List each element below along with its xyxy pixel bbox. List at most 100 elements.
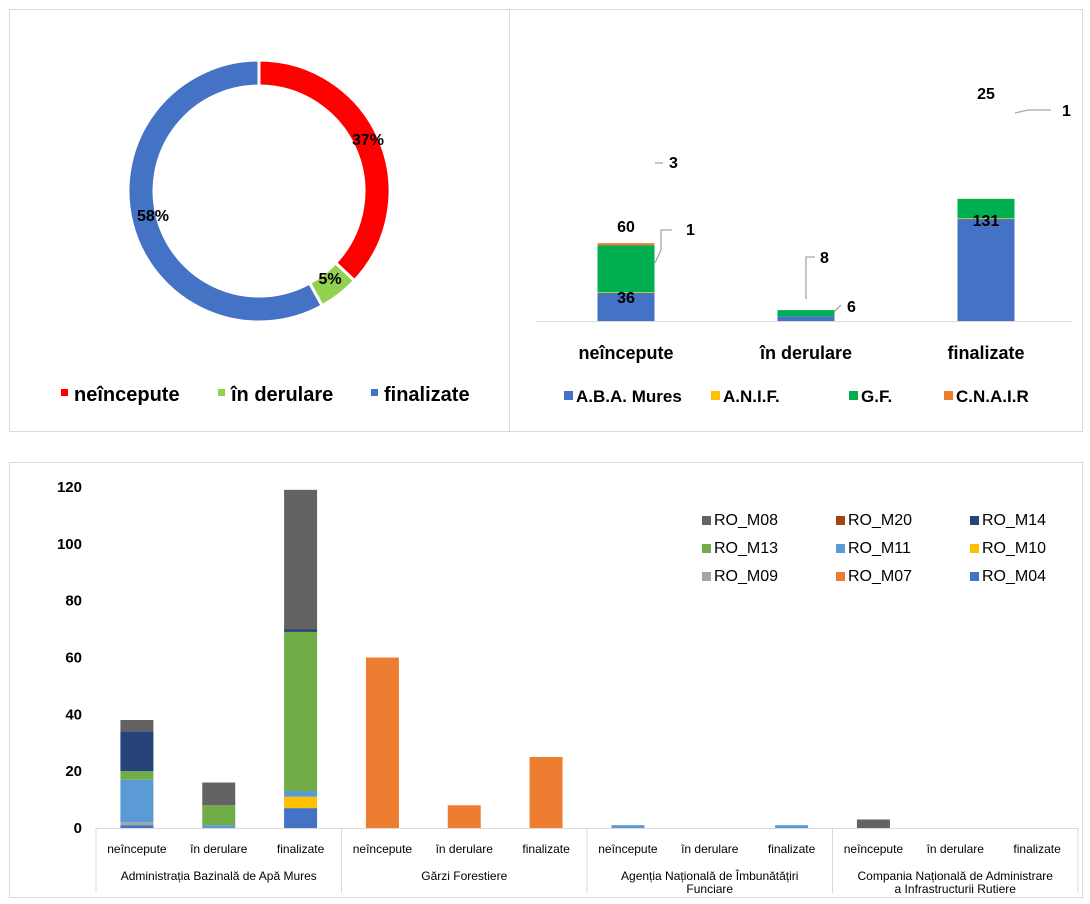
x-tick-label-10-in-derulare: în derulare xyxy=(926,842,985,856)
data-label-neincepute-a-n-i-f: 1 xyxy=(686,222,695,239)
data-label-in-derulare-a-b-a-mures: 6 xyxy=(847,299,856,316)
x-tick-label-1-in-derulare: în derulare xyxy=(189,842,248,856)
legend-swatch-ro-m13 xyxy=(702,544,711,553)
bar-5-ro-m07 xyxy=(529,756,563,828)
legend-label-ro-m14: RO_M14 xyxy=(982,512,1046,529)
data-label-neincepute-a-b-a-mures: 36 xyxy=(617,290,635,307)
x-tick-label-2-finalizate: finalizate xyxy=(277,842,325,856)
bar-0-ro-m11 xyxy=(120,779,154,823)
legend-label-g-f: G.F. xyxy=(861,387,892,406)
x-tick-label-4-in-derulare: în derulare xyxy=(435,842,494,856)
bar-0-ro-m13 xyxy=(120,771,154,780)
bar-0-ro-m09 xyxy=(120,822,154,826)
bar-neincepute-c-n-a-i-r xyxy=(597,243,655,246)
x-tick-label-0-neincepute: neîncepute xyxy=(107,842,167,856)
data-label-neincepute-g-f: 60 xyxy=(617,219,635,236)
stacked-bar-chart-panel: 36 1 60 3 6 8 131 1 25 neîncepute în derulare final… xyxy=(509,9,1083,432)
legend-label-ro-m13: RO_M13 xyxy=(714,540,778,557)
category-label-in-derulare: în derulare xyxy=(759,343,852,363)
bar-4-ro-m07 xyxy=(447,805,481,828)
legend-swatch-in-derulare xyxy=(218,389,225,396)
x-tick-label-7-in-derulare: în derulare xyxy=(680,842,739,856)
bar-neincepute-a-b-a-mures xyxy=(597,292,655,321)
bar-0-ro-m04 xyxy=(120,825,154,828)
legend-swatch-ro-m04 xyxy=(970,572,979,581)
legend-label-finalizate: finalizate xyxy=(384,384,470,406)
leader-line-in-derulare-a-b-a-mures xyxy=(833,304,842,313)
bar-0-ro-m08 xyxy=(120,720,154,732)
donut-label-neincepute: 37% xyxy=(352,132,384,149)
x-tick-label-8-finalizate: finalizate xyxy=(768,842,816,856)
legend-swatch-c-n-a-i-r xyxy=(944,391,953,400)
data-label-finalizate-a-n-i-f: 1 xyxy=(1062,103,1071,120)
bar-2-ro-m08 xyxy=(284,489,318,630)
bar-in-derulare-a-b-a-mures xyxy=(777,316,835,321)
legend-label-a-n-i-f: A.N.I.F. xyxy=(723,387,780,406)
bar-9-ro-m08 xyxy=(856,819,890,828)
legend-swatch-ro-m08 xyxy=(702,516,711,525)
bar-in-derulare-g-f xyxy=(777,310,835,317)
legend-label-ro-m08: RO_M08 xyxy=(714,512,778,529)
leader-line-neincepute-a-n-i-f xyxy=(654,229,672,264)
donut-label-in-derulare: 5% xyxy=(318,271,341,288)
x-tick-label-11-finalizate: finalizate xyxy=(1013,842,1061,856)
legend-label-ro-m07: RO_M07 xyxy=(848,568,912,585)
bar-8-ro-m11 xyxy=(775,825,809,828)
legend-label-a-b-a-mures: A.B.A. Mures xyxy=(576,387,682,406)
bar-2-ro-m10 xyxy=(284,796,318,809)
x-tick-label-9-neincepute: neîncepute xyxy=(844,842,904,856)
bar-2-ro-m04 xyxy=(284,808,318,828)
group-label-garzi-forestiere-line-0: Gărzi Forestiere xyxy=(421,869,507,883)
leader-line-in-derulare-g-f xyxy=(805,256,815,299)
y-tick-label-20: 20 xyxy=(65,763,82,780)
group-label-compania-nationala-de-administrare-a-infrastructurii-rutiere-line-1: a Infrastructurii Rutiere xyxy=(895,882,1017,896)
legend-label-ro-m10: RO_M10 xyxy=(982,540,1046,557)
bar-2-ro-m13 xyxy=(284,631,318,792)
x-tick-label-5-finalizate: finalizate xyxy=(522,842,570,856)
y-tick-label-60: 60 xyxy=(65,649,82,666)
data-label-in-derulare-g-f: 8 xyxy=(820,250,829,267)
legend-label-c-n-a-i-r: C.N.A.I.R xyxy=(956,387,1029,406)
leader-line-finalizate-a-n-i-f xyxy=(1014,109,1051,114)
bar-2-ro-m14 xyxy=(284,629,318,632)
donut-slice-finalizate xyxy=(126,58,325,324)
legend-swatch-ro-m11 xyxy=(836,544,845,553)
legend-swatch-a-b-a-mures xyxy=(564,391,573,400)
group-label-administratia-bazinala-de-apa-mures-line-0: Administrația Bazinală de Apă Mures xyxy=(121,869,317,883)
y-tick-label-100: 100 xyxy=(57,536,82,553)
legend-swatch-neincepute xyxy=(61,389,68,396)
legend-swatch-ro-m09 xyxy=(702,572,711,581)
legend-swatch-ro-m07 xyxy=(836,572,845,581)
y-tick-label-120: 120 xyxy=(57,479,82,496)
bar-1-ro-m11 xyxy=(202,825,236,828)
legend-swatch-ro-m20 xyxy=(836,516,845,525)
y-tick-label-0: 0 xyxy=(74,820,82,837)
bar-finalizate-g-f xyxy=(957,198,1015,219)
legend-label-ro-m09: RO_M09 xyxy=(714,568,778,585)
y-tick-label-80: 80 xyxy=(65,593,82,610)
group-label-agentia-nationala-de-imbunatatiri-funciare-line-1: Funciare xyxy=(686,882,733,896)
x-tick-label-6-neincepute: neîncepute xyxy=(598,842,658,856)
legend-label-neincepute: neîncepute xyxy=(74,384,180,406)
grouped-stacked-bar-chart: 0 20 40 60 80 100 120 neîncepute în derulare fina… xyxy=(57,479,1079,896)
category-label-finalizate: finalizate xyxy=(947,343,1024,363)
bar-neincepute-a-n-i-f xyxy=(597,292,655,293)
legend-swatch-g-f xyxy=(849,391,858,400)
bar-finalizate-a-n-i-f xyxy=(957,218,1015,220)
donut-slice-neincepute xyxy=(257,58,392,283)
bar-0-ro-m14 xyxy=(120,731,154,772)
donut-label-finalizate: 58% xyxy=(137,208,169,225)
bar-2-ro-m11 xyxy=(284,791,318,797)
donut-chart-panel: 37% 5% 58% neîncepute în derulare finalizate xyxy=(9,9,510,432)
group-label-compania-nationala-de-administrare-a-infrastructurii-rutiere-line-0: Compania Națională de Administrare xyxy=(858,869,1054,883)
data-label-neincepute-c-n-a-i-r: 3 xyxy=(669,155,678,172)
legend-label-in-derulare: în derulare xyxy=(230,384,333,406)
legend-label-ro-m11: RO_M11 xyxy=(848,540,911,557)
grouped-stacked-chart-panel: 0 20 40 60 80 100 120 neîncepute în derulare fina… xyxy=(9,462,1083,898)
y-tick-label-40: 40 xyxy=(65,706,82,723)
data-label-finalizate-g-f: 25 xyxy=(977,86,995,103)
group-label-agentia-nationala-de-imbunatatiri-funciare-line-0: Agenția Națională de Îmbunătățiri xyxy=(621,868,798,883)
bar-finalizate-a-b-a-mures xyxy=(957,219,1015,321)
category-label-neincepute: neîncepute xyxy=(578,343,673,363)
legend-swatch-a-n-i-f xyxy=(711,391,720,400)
